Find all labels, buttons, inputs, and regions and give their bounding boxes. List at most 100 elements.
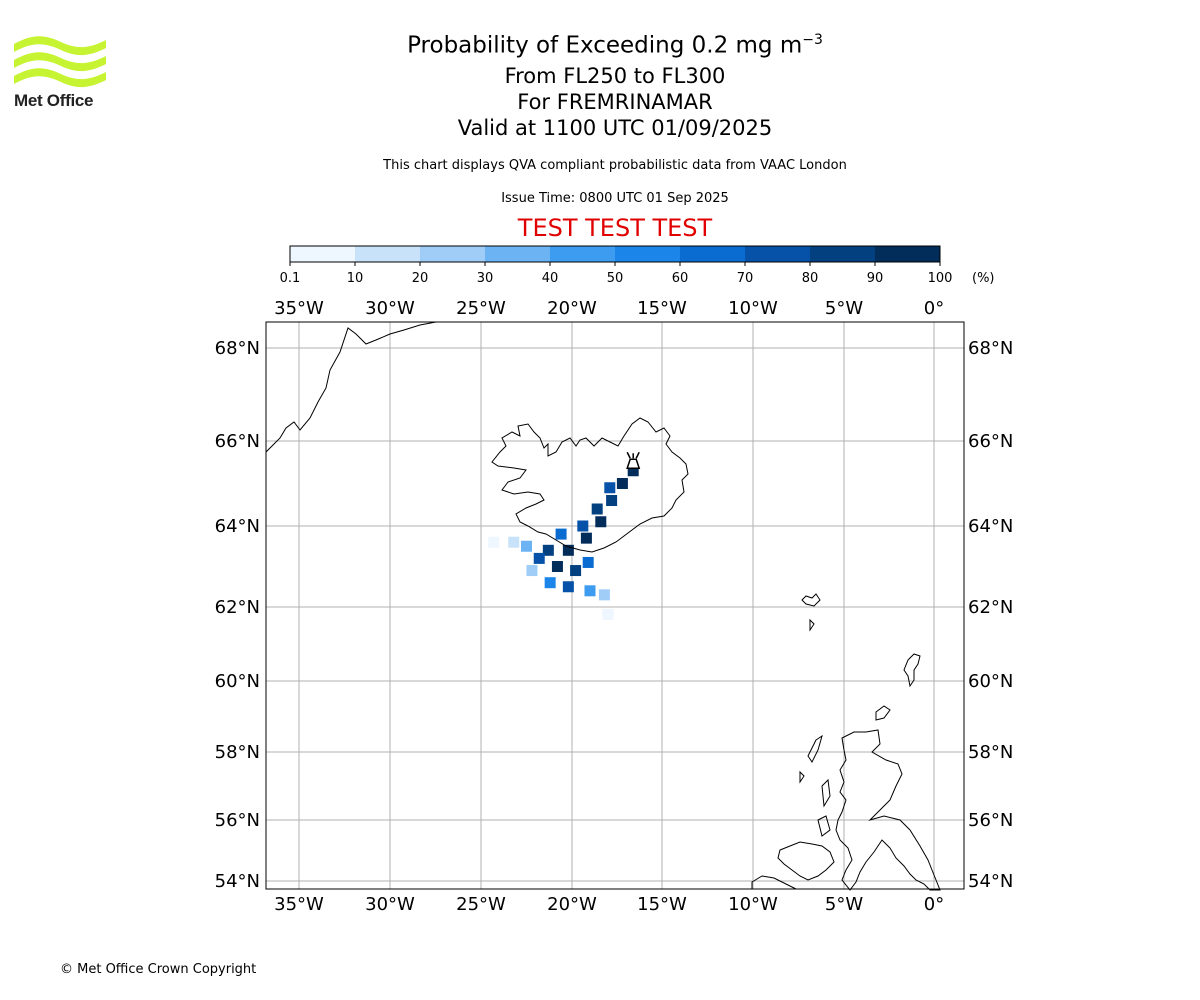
latitude-label: 62°N xyxy=(215,597,260,618)
chart-title: Probability of Exceeding 0.2 mg m−3 xyxy=(407,32,823,59)
plume-cell xyxy=(627,465,639,477)
chart-title-block: Probability of Exceeding 0.2 mg m−3 From… xyxy=(240,24,990,141)
colorbar-tick-label: 10 xyxy=(347,271,364,286)
colorbar-tick-label: 20 xyxy=(412,271,429,286)
colorbar-bin-1 xyxy=(355,246,420,262)
plume-cell xyxy=(544,577,556,589)
longitude-label: 25°W xyxy=(456,298,506,319)
colorbar-bin-5 xyxy=(615,246,680,262)
colorbar: 0.1 10 20 30 40 50 60 70 80 90 100 (%) xyxy=(280,245,995,286)
met-office-logo-text: Met Office xyxy=(14,91,94,110)
colorbar-bin-7 xyxy=(745,246,810,262)
latitude-label: 56°N xyxy=(968,810,1013,831)
colorbar-tick-label: 100 xyxy=(928,271,953,286)
plume-cell xyxy=(555,528,567,540)
longitude-label: 0° xyxy=(924,298,944,319)
plume-cell xyxy=(533,552,545,564)
longitude-label: 20°W xyxy=(547,894,597,915)
plume-cell xyxy=(584,585,596,597)
longitude-label: 10°W xyxy=(728,894,778,915)
plume-cell xyxy=(562,544,574,556)
plume-cell xyxy=(542,544,554,556)
longitude-label: 30°W xyxy=(365,894,415,915)
map-panel: 35°W 35°W 30°W 30°W 25°W 25°W 20°W 20°W 15°W 15°W… xyxy=(215,298,1014,915)
colorbar-bin-6 xyxy=(680,246,745,262)
colorbar-tick-label: 0.1 xyxy=(280,271,301,286)
colorbar-bin-2 xyxy=(420,246,485,262)
scotland-coast xyxy=(835,729,941,891)
latitude-label: 62°N xyxy=(968,597,1013,618)
latitude-label: 58°N xyxy=(215,742,260,763)
colorbar-bin-0 xyxy=(290,246,355,262)
colorbar-tick-label: 70 xyxy=(737,271,754,286)
colorbar-unit: (%) xyxy=(972,271,995,286)
latitude-label: 66°N xyxy=(968,431,1013,452)
shetland-islands xyxy=(903,653,921,688)
plume-cell xyxy=(526,565,538,577)
plume-cell xyxy=(598,589,610,601)
colorbar-tick-label: 80 xyxy=(802,271,819,286)
faroe-islands xyxy=(801,593,821,632)
copyright-notice: © Met Office Crown Copyright xyxy=(60,962,257,977)
hebrides-islands xyxy=(799,734,831,837)
plume-cell xyxy=(591,503,603,515)
colorbar-tick-label: 30 xyxy=(477,271,494,286)
volcano-plume-lines xyxy=(626,451,640,459)
colorbar-bin-8 xyxy=(810,246,875,262)
orkney-islands xyxy=(875,705,891,721)
colorbar-bin-4 xyxy=(550,246,615,262)
longitude-label: 15°W xyxy=(637,894,687,915)
colorbar-bin-9 xyxy=(875,246,940,262)
plume-cell xyxy=(582,556,594,568)
plume-cell xyxy=(508,536,520,548)
latitude-label: 68°N xyxy=(215,338,260,359)
plume-cell xyxy=(580,532,592,544)
latitude-label: 58°N xyxy=(968,742,1013,763)
axis-labels: 35°W 35°W 30°W 30°W 25°W 25°W 20°W 20°W 15°W 15°W… xyxy=(215,298,1014,915)
valid-time: Valid at 1100 UTC 01/09/2025 xyxy=(457,115,773,140)
longitude-label: 5°W xyxy=(825,894,863,915)
longitude-label: 0° xyxy=(924,894,944,915)
latitude-label: 54°N xyxy=(215,871,260,892)
longitude-label: 20°W xyxy=(547,298,597,319)
plume-cell xyxy=(616,478,628,489)
latitude-label: 64°N xyxy=(215,516,260,537)
plume-cell xyxy=(551,561,563,572)
plume-cell xyxy=(595,516,607,528)
iceland-coast xyxy=(491,417,689,553)
longitude-label: 15°W xyxy=(637,298,687,319)
plume-cell xyxy=(606,495,618,506)
latitude-label: 60°N xyxy=(215,671,260,692)
met-office-logo xyxy=(14,36,106,88)
plume-cell xyxy=(577,520,589,532)
plume-cell xyxy=(562,581,574,593)
longitude-label: 10°W xyxy=(728,298,778,319)
plume-cell xyxy=(521,540,532,552)
longitude-label: 30°W xyxy=(365,298,415,319)
longitude-label: 25°W xyxy=(456,894,506,915)
chart-description: This chart displays QVA compliant probab… xyxy=(383,158,847,173)
colorbar-tick-label: 50 xyxy=(607,271,624,286)
flight-level-range: From FL250 to FL300 xyxy=(504,63,726,88)
issue-time: Issue Time: 0800 UTC 01 Sep 2025 xyxy=(501,191,729,206)
colorbar-tick-label: 90 xyxy=(867,271,884,286)
plume-cell xyxy=(604,482,616,494)
volcano-cone xyxy=(626,458,641,469)
latitude-label: 54°N xyxy=(968,871,1013,892)
latitude-label: 66°N xyxy=(215,431,260,452)
ash-plume xyxy=(488,465,639,620)
volcano-name: For FREMRINAMAR xyxy=(517,89,713,114)
map-border xyxy=(265,321,965,890)
latitude-label: 56°N xyxy=(215,810,260,831)
longitude-label: 5°W xyxy=(825,298,863,319)
test-banner: TEST TEST TEST xyxy=(517,214,713,242)
colorbar-tick-label: 60 xyxy=(672,271,689,286)
latitude-label: 60°N xyxy=(968,671,1013,692)
volcano-marker-icon xyxy=(626,451,641,469)
plume-cell xyxy=(602,608,614,620)
gridlines xyxy=(266,322,964,889)
latitude-label: 68°N xyxy=(968,338,1013,359)
longitude-label: 35°W xyxy=(274,298,324,319)
map-background xyxy=(266,322,964,889)
